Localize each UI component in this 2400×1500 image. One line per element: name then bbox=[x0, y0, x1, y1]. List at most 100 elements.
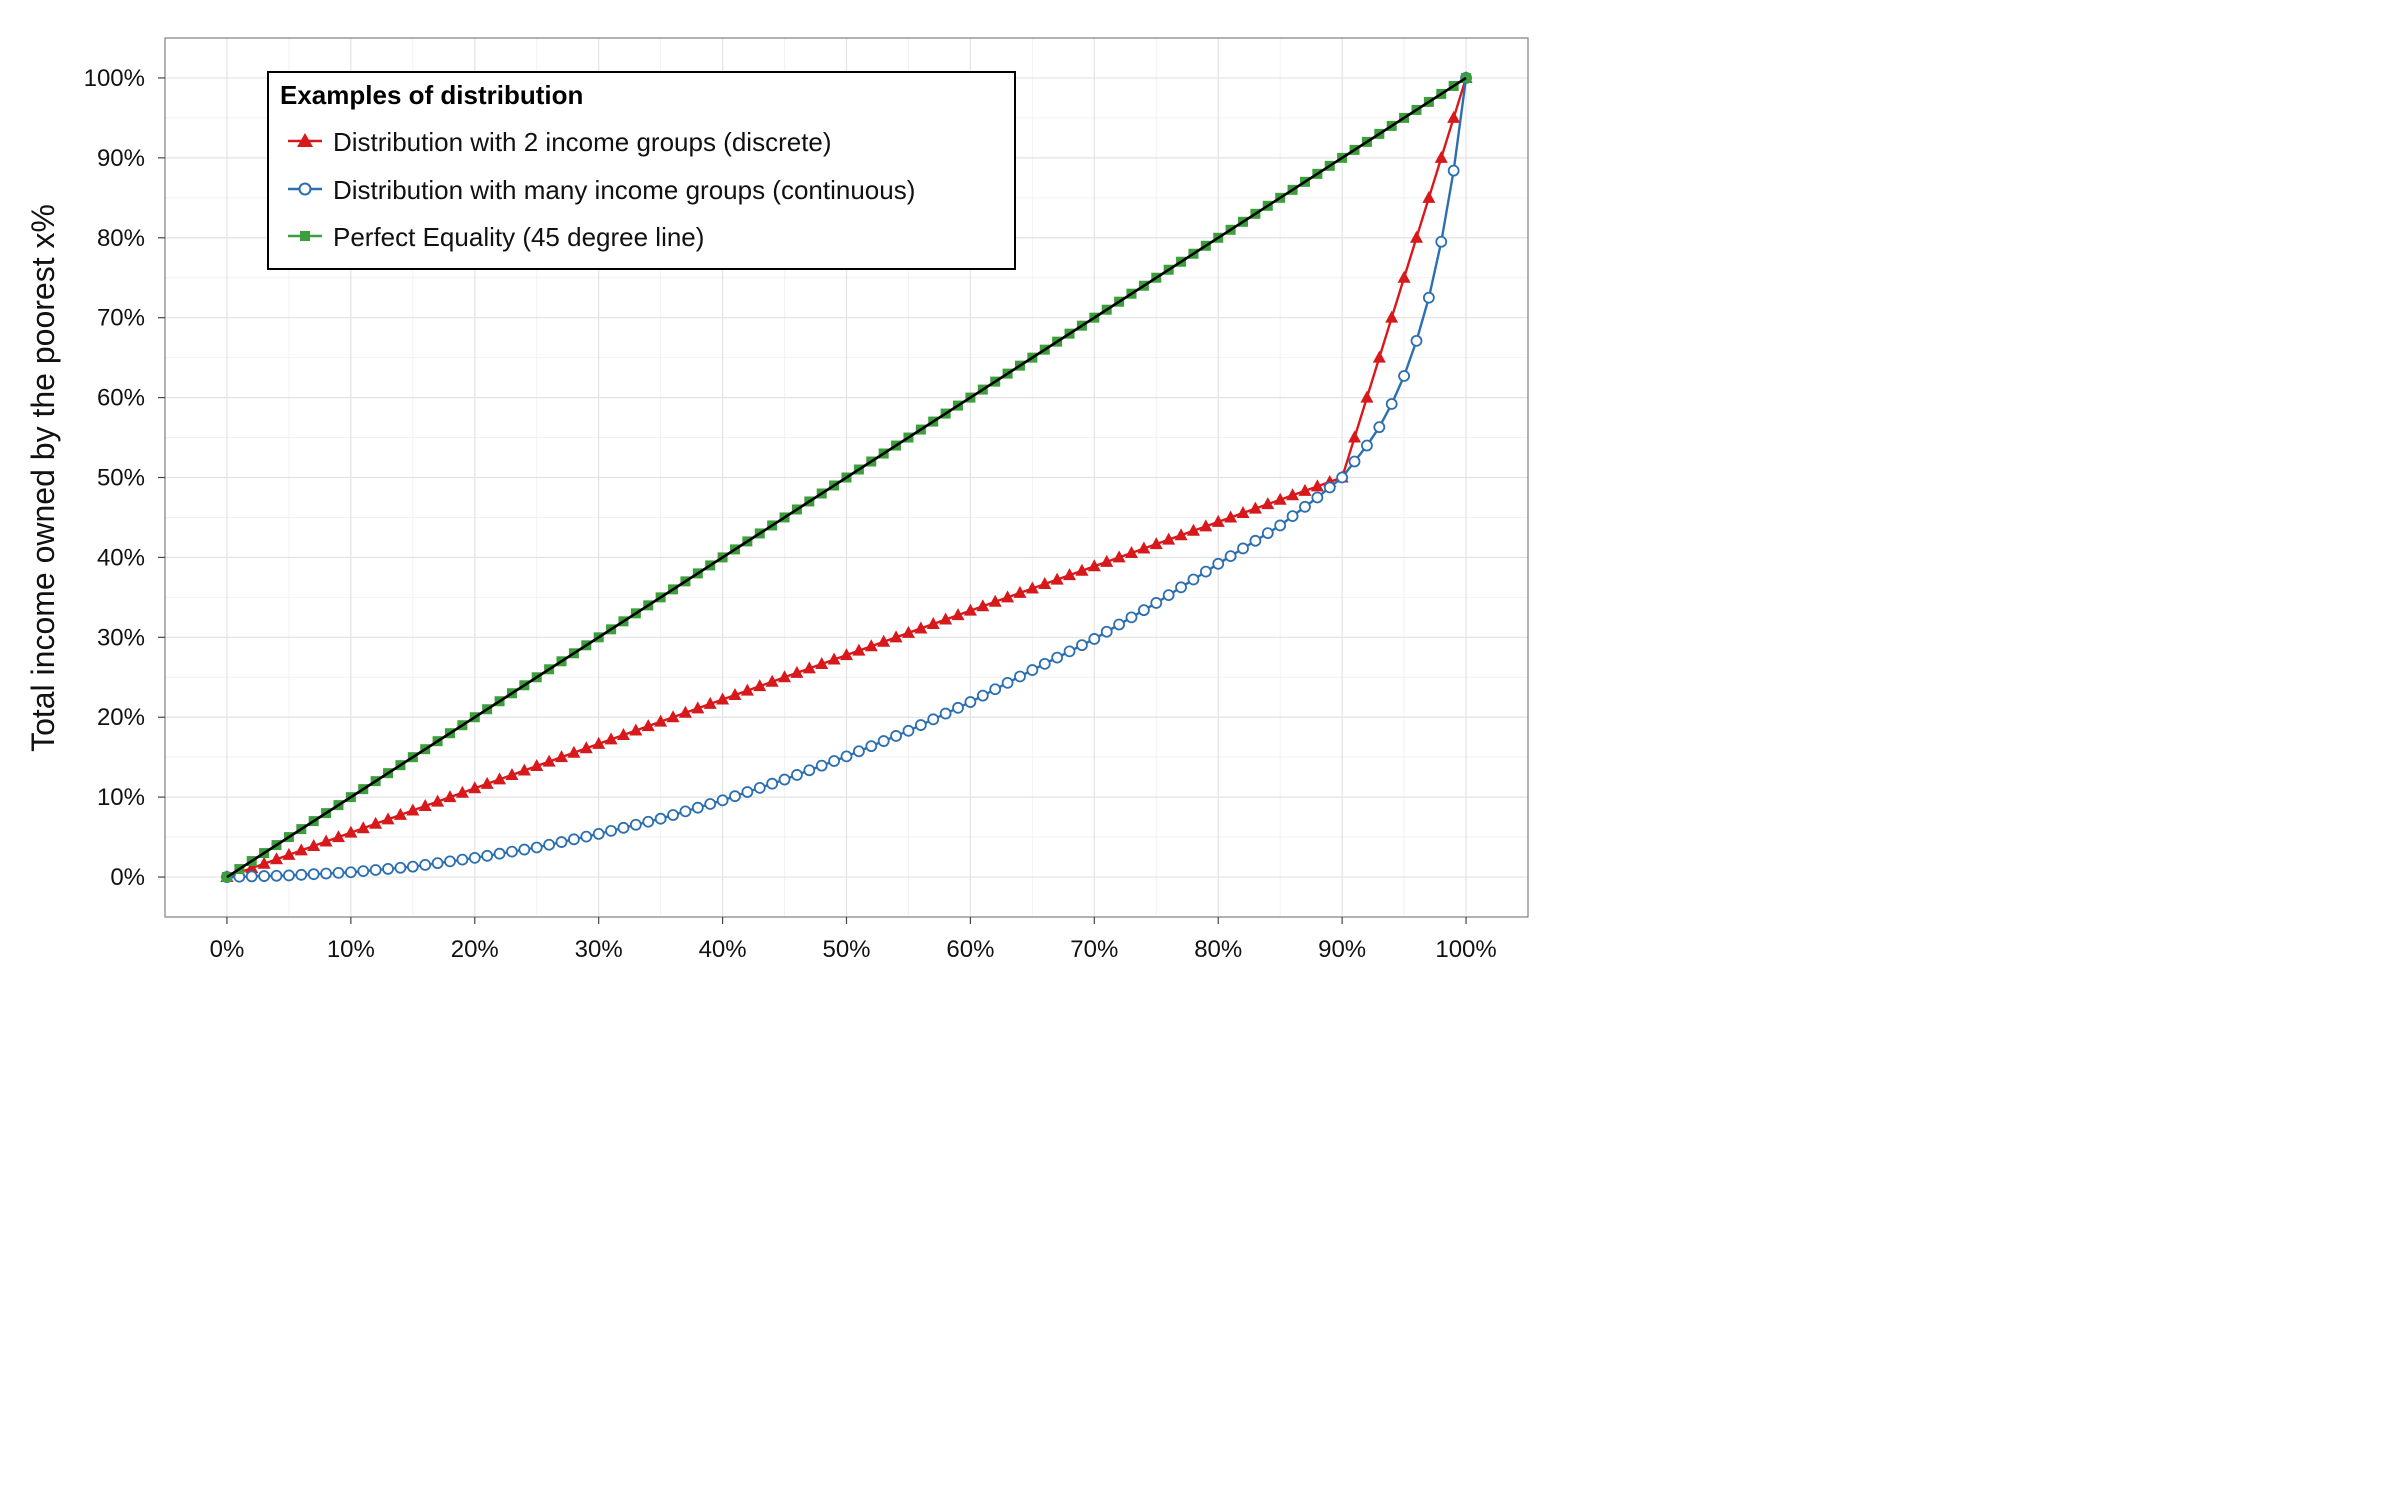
data-point-circle bbox=[791, 769, 803, 781]
data-point-circle bbox=[245, 870, 258, 883]
data-point-triangle bbox=[319, 834, 333, 847]
data-point-circle bbox=[1311, 491, 1324, 504]
data-point-triangle bbox=[245, 861, 259, 874]
y-axis-title: Total income owned by the poorest x% bbox=[25, 204, 61, 752]
data-point-circle bbox=[716, 794, 729, 807]
data-point-triangle bbox=[468, 781, 482, 794]
data-point-circle bbox=[766, 777, 779, 790]
data-point-triangle bbox=[455, 785, 469, 798]
y-tick-label: 20% bbox=[97, 704, 145, 731]
data-point-triangle bbox=[381, 812, 395, 825]
data-point-circle bbox=[1237, 542, 1249, 555]
data-point-circle bbox=[691, 801, 704, 814]
y-tick-label: 60% bbox=[97, 385, 145, 412]
legend-key-circle-marker bbox=[298, 182, 312, 196]
data-point-triangle bbox=[1236, 506, 1250, 519]
x-tick-label: 90% bbox=[1318, 936, 1366, 963]
data-point-circle bbox=[270, 869, 283, 882]
data-point-circle bbox=[679, 805, 692, 818]
y-tick-label: 80% bbox=[97, 225, 145, 252]
data-point-triangle bbox=[678, 705, 692, 718]
data-point-circle bbox=[654, 812, 667, 825]
data-point-triangle bbox=[1298, 483, 1312, 496]
data-point-circle bbox=[1001, 676, 1014, 689]
legend-item-discrete: Distribution with 2 income groups (discr… bbox=[288, 127, 832, 157]
data-point-circle bbox=[1249, 534, 1262, 547]
data-point-triangle bbox=[889, 630, 903, 643]
data-point-circle bbox=[332, 866, 345, 879]
data-point-circle bbox=[927, 713, 940, 726]
x-tick-label: 60% bbox=[946, 936, 994, 963]
data-point-circle bbox=[382, 862, 394, 875]
data-point-triangle bbox=[270, 852, 284, 865]
data-point-circle bbox=[580, 830, 593, 843]
data-point-triangle bbox=[1075, 563, 1089, 576]
data-point-circle bbox=[406, 860, 419, 873]
data-point-circle bbox=[1435, 235, 1448, 248]
data-point-triangle bbox=[654, 714, 668, 727]
x-tick-label: 100% bbox=[1435, 936, 1496, 963]
data-point-circle bbox=[1150, 597, 1163, 609]
data-point-triangle bbox=[840, 648, 853, 661]
data-point-circle bbox=[605, 824, 617, 837]
data-point-circle bbox=[1224, 550, 1237, 563]
data-point-circle bbox=[1323, 481, 1336, 494]
data-point-circle bbox=[344, 866, 357, 879]
data-point-circle bbox=[456, 853, 469, 866]
data-point-triangle bbox=[1211, 514, 1225, 527]
data-point-circle bbox=[1299, 500, 1311, 513]
data-point-circle bbox=[877, 735, 890, 747]
data-point-triangle bbox=[864, 639, 878, 652]
x-tick-label: 0% bbox=[210, 936, 245, 963]
data-point-triangle bbox=[988, 594, 1002, 607]
data-point-circle bbox=[852, 745, 865, 758]
data-point-triangle bbox=[307, 838, 321, 851]
legend-key-triangle-marker bbox=[297, 133, 313, 147]
lorenz-curve-chart: 0% 10% 20% 30% 40% 50% 60% 70% 80% 90% 100% 0% 10% 2… bbox=[25, 37, 1529, 963]
data-point-triangle bbox=[505, 767, 519, 780]
data-point-circle bbox=[493, 847, 506, 860]
legend-label: Distribution with many income groups (co… bbox=[333, 175, 915, 205]
equality-reference-line bbox=[226, 76, 1467, 879]
data-point-circle bbox=[939, 707, 952, 720]
data-point-triangle bbox=[604, 732, 618, 745]
data-point-circle bbox=[803, 764, 816, 777]
data-point-circle bbox=[568, 833, 580, 846]
data-point-triangle bbox=[1063, 568, 1077, 581]
x-axis: 0% 10% 20% 30% 40% 50% 60% 70% 80% 90% 100% bbox=[210, 917, 1497, 963]
data-point-triangle bbox=[579, 741, 593, 754]
legend-item-continuous: Distribution with many income groups (co… bbox=[288, 175, 915, 205]
data-point-circle bbox=[1063, 645, 1076, 658]
data-point-circle bbox=[1373, 421, 1386, 434]
data-point-triangle bbox=[1261, 497, 1275, 510]
data-point-circle bbox=[506, 845, 518, 858]
data-point-circle bbox=[704, 798, 717, 810]
data-point-triangle bbox=[1273, 492, 1287, 505]
data-point-circle bbox=[1113, 618, 1125, 631]
data-point-circle bbox=[1410, 334, 1423, 347]
data-point-triangle bbox=[369, 816, 383, 829]
data-point-circle bbox=[1175, 581, 1187, 594]
data-point-triangle bbox=[641, 719, 655, 732]
data-point-circle bbox=[295, 868, 308, 881]
data-point-triangle bbox=[1224, 510, 1238, 523]
data-point-triangle bbox=[1372, 350, 1386, 363]
data-point-circle bbox=[989, 683, 1002, 696]
data-point-circle bbox=[1274, 519, 1287, 532]
data-point-triangle bbox=[443, 790, 457, 803]
data-point-triangle bbox=[282, 847, 296, 860]
x-tick-label: 70% bbox=[1070, 936, 1118, 963]
data-point-circle bbox=[1038, 657, 1051, 670]
x-tick-label: 10% bbox=[327, 936, 375, 963]
data-point-triangle bbox=[1001, 590, 1015, 603]
legend-title: Examples of distribution bbox=[280, 80, 583, 110]
data-point-circle bbox=[778, 773, 791, 786]
data-point-circle bbox=[258, 870, 271, 882]
data-point-circle bbox=[283, 869, 295, 882]
data-point-circle bbox=[1100, 625, 1113, 638]
data-point-triangle bbox=[963, 603, 977, 616]
x-tick-label: 80% bbox=[1194, 936, 1242, 963]
data-point-circle bbox=[1162, 589, 1175, 602]
series-triangle bbox=[220, 70, 1473, 883]
data-point-circle bbox=[357, 865, 370, 878]
